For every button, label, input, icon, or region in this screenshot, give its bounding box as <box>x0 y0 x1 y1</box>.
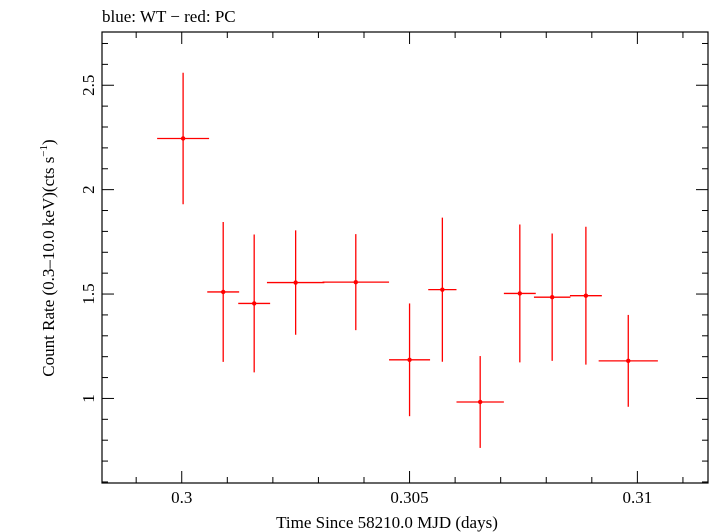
plot-frame <box>101 31 709 484</box>
data-marker <box>251 301 257 306</box>
y-tick-label: 2.5 <box>79 75 98 96</box>
data-point <box>598 314 658 407</box>
x-axis-label: Time Since 58210.0 MJD (days) <box>276 513 498 532</box>
y-axis-label-superscript: −1 <box>38 145 50 157</box>
data-point <box>157 72 210 205</box>
data-point <box>533 233 571 361</box>
y-tick-label: 1 <box>79 394 98 403</box>
data-marker <box>440 287 445 292</box>
data-marker <box>477 399 483 405</box>
data-marker <box>353 279 358 285</box>
y-axis-label-main: Count Rate (0.3–10.0 keV)(cts s <box>39 157 58 377</box>
chart-title: blue: WT − red: PC <box>102 7 236 26</box>
axis-ticks: 0.3 0.305 0.31 1 1.5 2 2.5 <box>79 32 708 507</box>
x-tick-label: 0.3 <box>171 488 192 507</box>
data-point <box>322 234 390 331</box>
data-marker <box>407 357 412 363</box>
data-point <box>503 224 536 363</box>
data-point <box>389 303 431 417</box>
data-point <box>456 356 504 448</box>
data-marker <box>180 136 186 141</box>
data-marker <box>549 294 555 300</box>
x-tick-label: 0.31 <box>623 488 653 507</box>
y-axis-label-end: ) <box>39 139 58 145</box>
data-marker <box>583 293 589 298</box>
data-point <box>207 222 240 362</box>
data-series-pc <box>157 72 658 448</box>
x-tick-label: 0.305 <box>390 488 428 507</box>
y-axis-label: Count Rate (0.3–10.0 keV)(cts s−1) <box>38 139 58 376</box>
y-tick-label: 1.5 <box>79 283 98 304</box>
data-point <box>266 230 325 335</box>
data-marker <box>221 289 226 295</box>
data-point <box>569 226 602 365</box>
data-marker <box>293 280 298 285</box>
data-marker <box>517 291 523 296</box>
data-point <box>428 217 457 362</box>
y-tick-label: 2 <box>79 185 98 194</box>
data-marker <box>626 358 631 364</box>
data-point <box>238 234 271 373</box>
